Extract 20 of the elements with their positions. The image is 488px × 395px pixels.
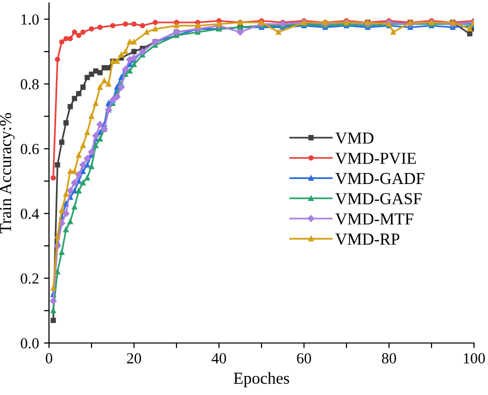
legend-label: VMD-RP	[335, 234, 400, 245]
x-tick-label: 100	[464, 353, 485, 364]
y-tick-label: 0.4	[20, 208, 40, 219]
legend-label: VMD-MTF	[335, 213, 414, 225]
y-tick-label: 1.0	[22, 14, 39, 25]
x-tick-label: 20	[127, 353, 142, 364]
y-tick-label: 0.0	[20, 338, 39, 349]
y-tick-label: 0.2	[20, 273, 38, 284]
y-axis-title: Train Accuracy:%	[0, 113, 15, 234]
x-tick-label: 60	[297, 353, 312, 364]
legend-label: VMD-PVIE	[335, 152, 416, 164]
legend-label: VMD-GADF	[335, 172, 424, 184]
x-tick-label: 0	[46, 353, 52, 364]
x-tick-label: 40	[212, 353, 226, 364]
y-tick-label: 0.8	[20, 79, 39, 90]
x-axis-title: Epoches	[234, 372, 290, 388]
x-tick-label: 80	[382, 353, 396, 364]
y-tick-label: 0.6	[20, 144, 39, 154]
legend-label: VMD-GASF	[335, 193, 422, 204]
legend-label: VMD	[335, 132, 374, 144]
